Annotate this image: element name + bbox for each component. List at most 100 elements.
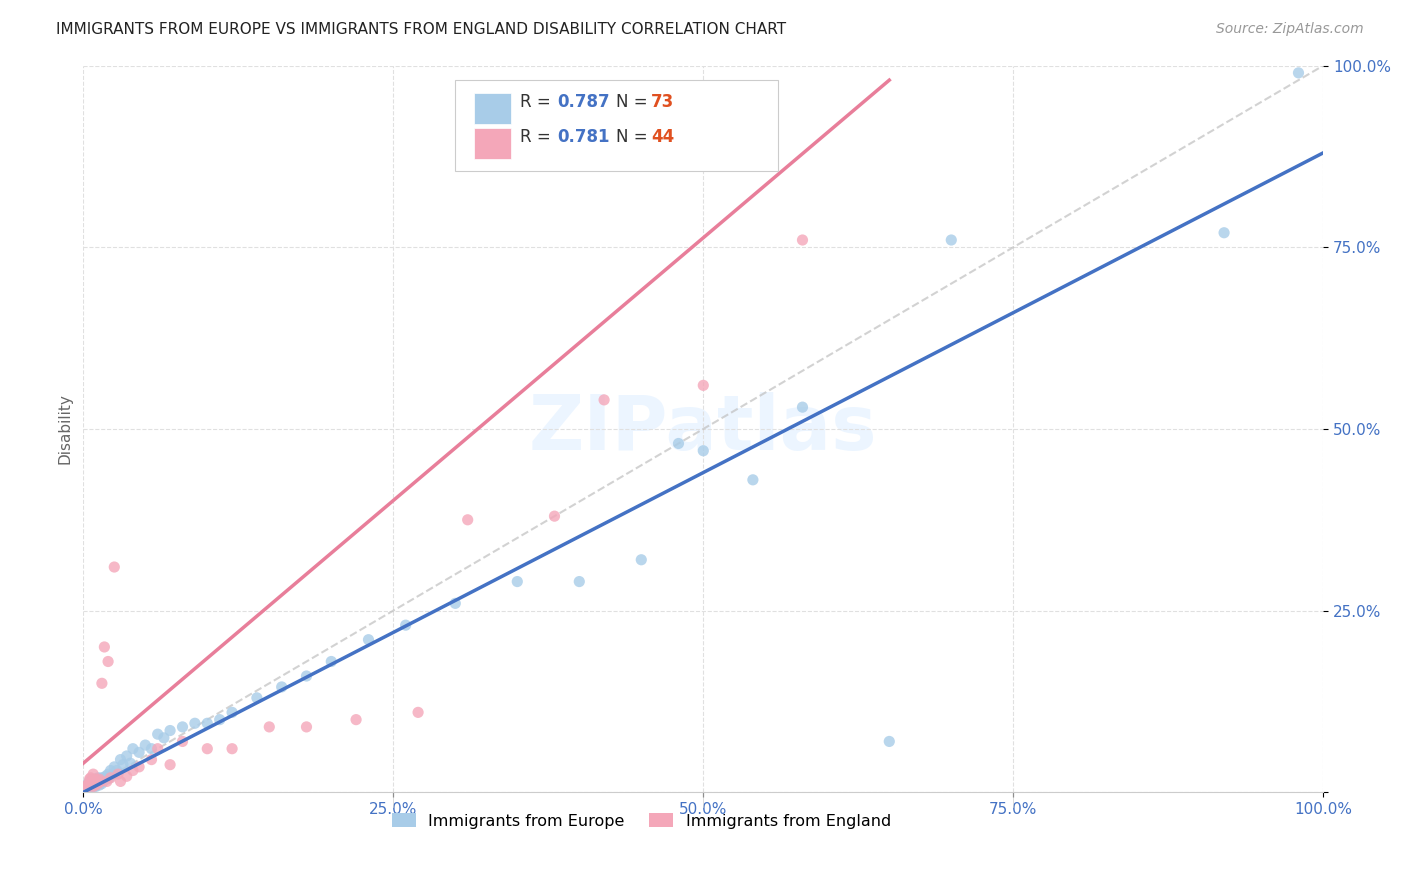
Point: [82, 776, 104, 790]
Point: [115, 749, 138, 764]
Point: [84, 776, 107, 790]
Point: [77, 776, 100, 790]
Point: [101, 767, 124, 781]
Point: [195, 741, 218, 756]
Text: ZIPatlas: ZIPatlas: [529, 392, 877, 466]
Point: [321, 655, 343, 669]
Point: [159, 757, 181, 772]
Point: [97, 767, 120, 781]
Point: [1288, 66, 1310, 80]
Point: [184, 716, 207, 731]
Point: [568, 574, 591, 589]
Point: [103, 560, 125, 574]
Point: [208, 713, 231, 727]
Point: [103, 760, 125, 774]
Text: 44: 44: [651, 128, 675, 146]
Point: [153, 731, 176, 745]
Point: [87, 771, 110, 785]
Text: R =: R =: [520, 94, 555, 112]
Point: [877, 734, 900, 748]
Text: R =: R =: [520, 128, 555, 146]
Point: [172, 720, 194, 734]
Point: [692, 443, 714, 458]
Point: [86, 774, 108, 789]
Point: [295, 720, 318, 734]
Point: [195, 716, 218, 731]
Point: [630, 553, 652, 567]
Point: [792, 233, 814, 247]
Point: [395, 618, 418, 632]
Point: [82, 767, 104, 781]
Point: [90, 676, 112, 690]
Text: 0.781: 0.781: [557, 128, 609, 146]
Point: [110, 774, 132, 789]
Text: IMMIGRANTS FROM EUROPE VS IMMIGRANTS FROM ENGLAND DISABILITY CORRELATION CHART: IMMIGRANTS FROM EUROPE VS IMMIGRANTS FRO…: [56, 22, 786, 37]
Point: [89, 778, 111, 792]
Point: [146, 741, 169, 756]
Point: [406, 706, 429, 720]
Point: [89, 772, 111, 787]
Point: [221, 706, 243, 720]
Point: [457, 513, 479, 527]
Point: [75, 780, 97, 794]
Point: [128, 745, 150, 759]
Point: [105, 764, 128, 778]
Point: [98, 771, 121, 785]
Point: [128, 760, 150, 774]
Point: [82, 780, 104, 794]
Point: [122, 764, 145, 778]
Point: [100, 764, 122, 778]
Point: [141, 753, 163, 767]
Point: [134, 738, 156, 752]
Text: N =: N =: [616, 128, 654, 146]
Point: [79, 780, 101, 794]
Point: [97, 655, 120, 669]
Point: [90, 774, 112, 789]
Point: [96, 774, 118, 789]
Point: [122, 741, 145, 756]
Point: [344, 713, 367, 727]
Bar: [474, 128, 512, 159]
Point: [80, 780, 103, 794]
Point: [159, 723, 181, 738]
Point: [86, 778, 108, 792]
Point: [79, 778, 101, 792]
Legend: Immigrants from Europe, Immigrants from England: Immigrants from Europe, Immigrants from …: [385, 806, 897, 835]
Point: [146, 727, 169, 741]
Point: [90, 771, 112, 785]
Point: [76, 778, 98, 792]
Point: [77, 780, 100, 794]
Point: [82, 773, 104, 788]
Point: [295, 669, 318, 683]
Point: [107, 767, 129, 781]
Point: [357, 632, 380, 647]
Point: [84, 772, 107, 787]
Point: [110, 753, 132, 767]
Point: [90, 774, 112, 789]
Point: [111, 757, 134, 772]
Point: [84, 772, 107, 787]
Point: [80, 772, 103, 787]
Point: [93, 640, 115, 654]
Point: [668, 436, 690, 450]
Point: [91, 774, 114, 789]
Point: [93, 772, 115, 787]
Point: [90, 776, 112, 790]
Y-axis label: Disability: Disability: [58, 393, 72, 465]
Point: [246, 690, 269, 705]
Point: [83, 775, 105, 789]
Point: [444, 596, 467, 610]
Point: [115, 769, 138, 783]
Point: [270, 680, 292, 694]
Point: [259, 720, 281, 734]
Text: 0.787: 0.787: [557, 94, 610, 112]
Point: [79, 776, 101, 790]
Point: [86, 773, 108, 788]
Point: [79, 772, 101, 787]
Point: [83, 776, 105, 790]
Point: [76, 778, 98, 792]
Text: Source: ZipAtlas.com: Source: ZipAtlas.com: [1216, 22, 1364, 37]
Point: [120, 756, 142, 771]
Point: [741, 473, 763, 487]
Point: [506, 574, 529, 589]
